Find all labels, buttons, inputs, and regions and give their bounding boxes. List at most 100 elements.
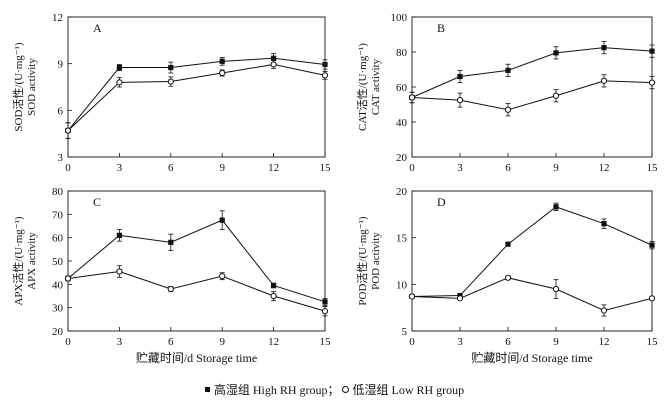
y-tick-label: 60 [396, 82, 408, 94]
series-low-rh [64, 60, 329, 139]
x-tick-label: 15 [647, 162, 659, 174]
data-point-square [649, 48, 655, 54]
y-tick-label: 40 [52, 279, 64, 291]
data-point-circle [408, 94, 416, 101]
data-point-square [168, 239, 174, 245]
data-point-circle [167, 285, 174, 293]
data-point-circle [64, 275, 72, 282]
series-high-rh [409, 202, 655, 300]
data-point-circle [504, 106, 512, 113]
legend: 高湿组 High RH group； 低湿组 Low RH group [0, 381, 669, 398]
data-point-circle [504, 274, 512, 281]
data-point-square [116, 232, 122, 238]
data-point-circle [408, 293, 416, 300]
x-tick-label: 0 [409, 336, 415, 348]
data-point-circle [456, 295, 464, 302]
data-point-square [457, 73, 463, 80]
y-axis-label-cn: CAT活性/(U·mg⁻¹) [355, 43, 369, 131]
series-low-rh [408, 274, 656, 317]
data-point-circle [116, 268, 123, 275]
y-tick-label: 50 [52, 256, 64, 268]
data-point-circle [270, 61, 277, 68]
y-axis-label-cn: POD活性/(U·mg⁻¹) [355, 216, 369, 305]
legend-low-rh-label: 低湿组 Low RH group [352, 383, 465, 397]
y-tick-label: 100 [391, 12, 408, 24]
x-tick-label: 9 [553, 336, 559, 348]
y-tick-label: 15 [396, 233, 408, 245]
data-point-circle [648, 79, 656, 86]
y-axis-label-cn: SOD活性/(U·mg⁻¹) [11, 42, 25, 131]
plot-frame [67, 16, 326, 158]
series-line [411, 47, 653, 98]
data-point-square [553, 204, 559, 210]
legend-high-rh-label: 高湿组 High RH group； [213, 383, 340, 397]
legend-high-rh-marker [204, 387, 210, 392]
data-point-square [219, 58, 225, 64]
data-point-square [219, 217, 225, 223]
data-point-circle [270, 292, 277, 300]
data-point-square [116, 64, 122, 71]
x-tick-label: 0 [65, 162, 71, 174]
data-point-square [505, 241, 511, 247]
x-tick-label: 15 [320, 336, 332, 348]
x-tick-label: 6 [168, 336, 174, 348]
x-tick-label: 12 [268, 162, 279, 174]
x-tick-label: 15 [320, 162, 332, 174]
x-tick-label: 12 [268, 336, 279, 348]
data-point-square [271, 55, 277, 61]
x-tick-label: 9 [219, 162, 225, 174]
y-tick-label: 30 [52, 303, 64, 315]
x-tick-label: 9 [219, 336, 225, 348]
y-tick-label: 60 [52, 233, 64, 245]
y-tick-label: 70 [52, 209, 64, 221]
series-line [67, 63, 326, 131]
chart-panel-b: 0 3 6 9 12 15 20 40 60 80 100 B CAT活性/(U·mg⁻¹) CAT ac… [355, 12, 658, 174]
y-tick-label: 20 [396, 152, 408, 164]
x-tick-label: 15 [647, 336, 659, 348]
data-point-square [271, 282, 277, 289]
data-point-square [601, 45, 607, 51]
x-tick-label: 3 [457, 162, 463, 174]
series-low-rh [408, 74, 656, 117]
y-axis-label-en: APX activity [26, 232, 38, 290]
y-tick-label: 9 [58, 59, 64, 71]
chart-panel-c: 0 3 6 9 12 15 20 30 40 50 60 70 80 C APX活性/(U·mg⁻¹) APX… [11, 186, 331, 365]
data-point-circle [116, 79, 123, 86]
series-line [67, 270, 326, 312]
x-tick-label: 9 [553, 162, 559, 174]
x-tick-label: 0 [65, 336, 71, 348]
y-tick-label: 6 [58, 105, 64, 117]
data-point-circle [321, 72, 329, 79]
y-tick-label: 20 [52, 326, 64, 338]
data-point-circle [219, 273, 226, 280]
data-point-circle [321, 308, 329, 315]
data-point-square [322, 299, 328, 305]
plot-frame [67, 190, 326, 332]
x-tick-label: 6 [505, 162, 511, 174]
series-line [67, 219, 326, 303]
y-tick-label: 3 [58, 152, 64, 164]
data-point-circle [552, 92, 560, 99]
data-point-circle [600, 307, 608, 314]
data-point-circle [552, 285, 560, 293]
y-tick-label: 20 [396, 186, 408, 198]
y-axis-label-en: POD activity [370, 232, 382, 290]
x-tick-label: 3 [117, 336, 123, 348]
series-line [411, 277, 653, 311]
data-point-square [168, 64, 174, 71]
y-axis-label-cn: APX活性/(U·mg⁻¹) [11, 216, 25, 305]
data-point-square [601, 221, 607, 227]
x-tick-label: 3 [117, 162, 123, 174]
data-point-circle [456, 97, 464, 104]
series-low-rh [64, 265, 329, 317]
y-axis-label-en: SOD activity [26, 58, 38, 116]
series-high-rh [65, 210, 328, 306]
data-point-circle [219, 69, 226, 77]
panel-label: D [437, 195, 446, 209]
legend-low-rh-marker [341, 386, 349, 393]
data-point-circle [648, 295, 656, 302]
x-tick-label: 6 [505, 336, 511, 348]
panel-label: B [437, 21, 445, 35]
